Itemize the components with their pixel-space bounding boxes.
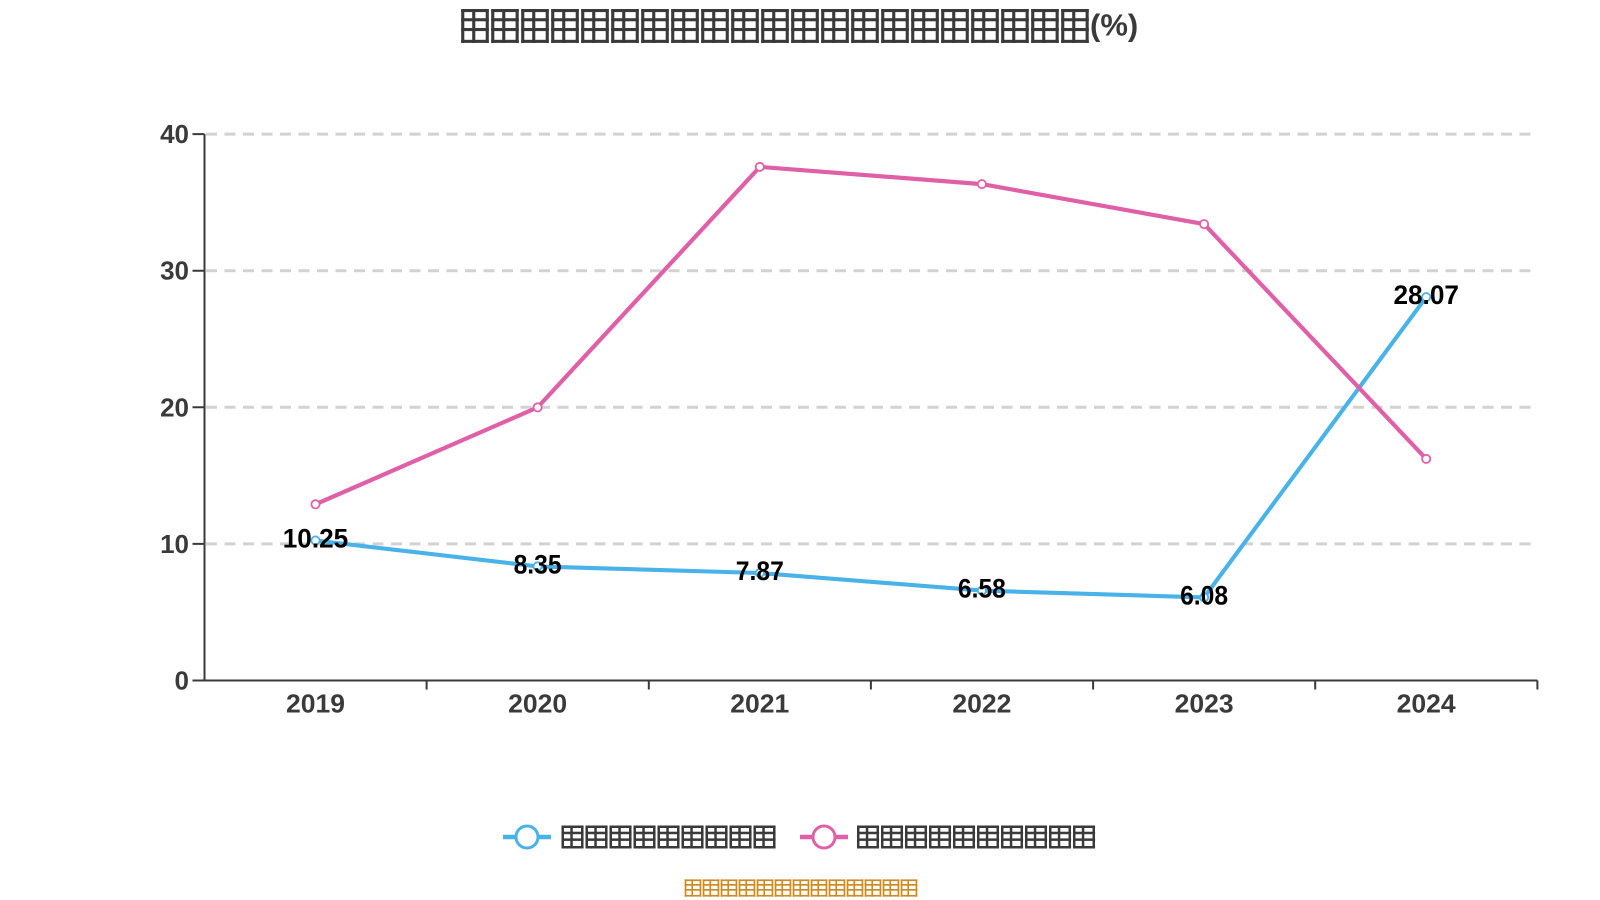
- svg-text:28.07: 28.07: [1393, 280, 1459, 310]
- svg-text:6.58: 6.58: [958, 574, 1006, 604]
- svg-text:2019: 2019: [286, 689, 345, 719]
- svg-text:2022: 2022: [952, 689, 1011, 719]
- svg-text:2021: 2021: [730, 689, 789, 719]
- svg-text:20: 20: [160, 392, 189, 422]
- svg-text:6.08: 6.08: [1180, 580, 1228, 610]
- svg-text:8.35: 8.35: [514, 549, 562, 579]
- svg-text:7.87: 7.87: [736, 556, 784, 586]
- svg-text:(%): (%): [1090, 8, 1138, 43]
- svg-text:2023: 2023: [1175, 689, 1234, 719]
- svg-text:30: 30: [160, 256, 189, 286]
- svg-text:0: 0: [175, 666, 189, 696]
- svg-text:10.25: 10.25: [283, 524, 349, 554]
- svg-text:10: 10: [160, 529, 189, 559]
- svg-text:2024: 2024: [1397, 689, 1457, 719]
- svg-text:40: 40: [160, 119, 189, 149]
- svg-text:2020: 2020: [508, 689, 567, 719]
